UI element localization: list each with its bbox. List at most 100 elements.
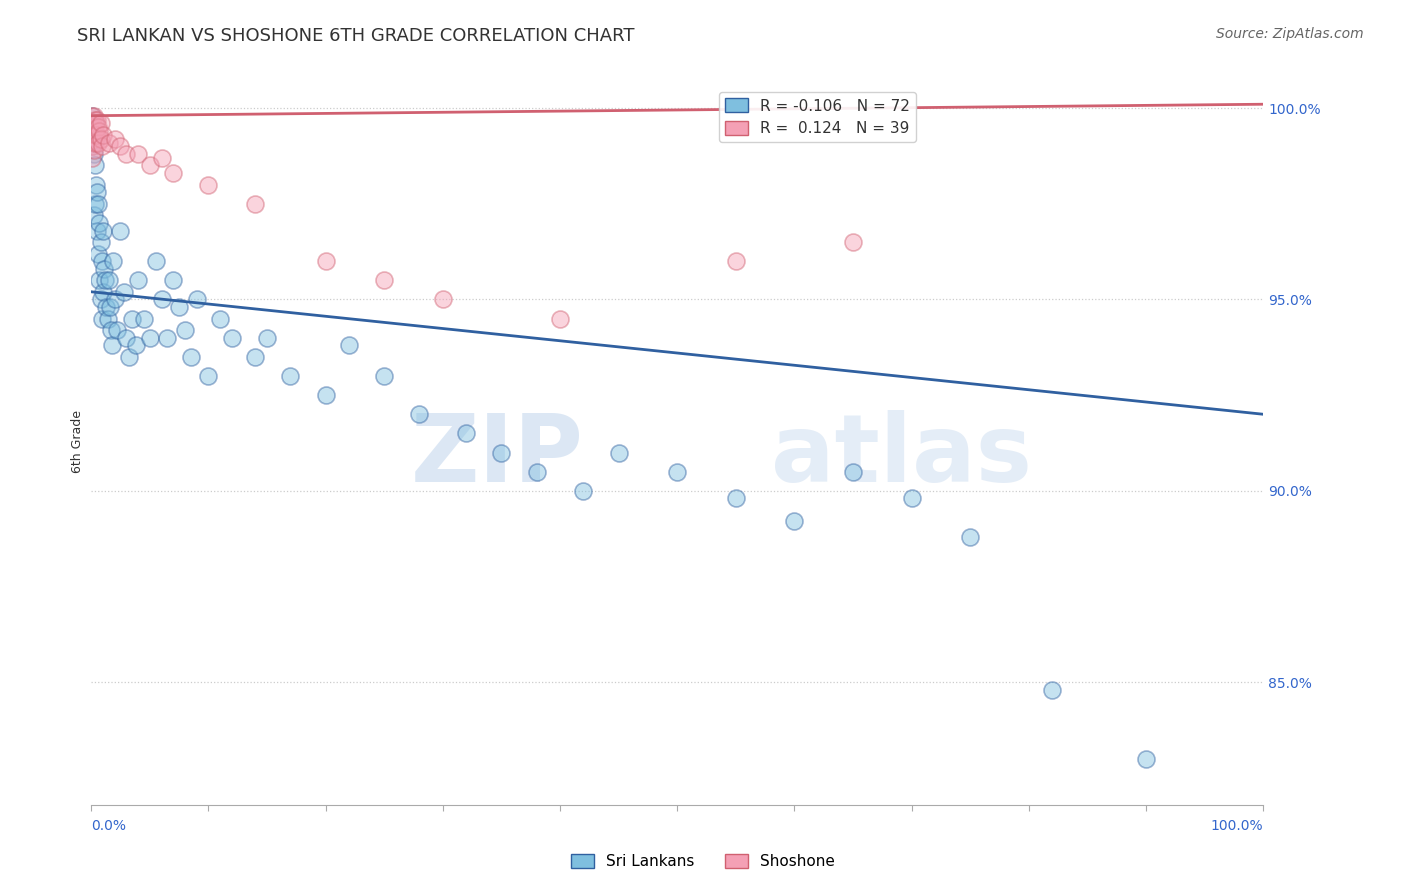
Point bbox=[145, 254, 167, 268]
Point bbox=[607, 445, 630, 459]
Point bbox=[132, 311, 155, 326]
Point bbox=[115, 331, 138, 345]
Point bbox=[724, 254, 747, 268]
Point bbox=[197, 178, 219, 192]
Point bbox=[373, 273, 395, 287]
Point bbox=[842, 465, 865, 479]
Point bbox=[86, 186, 108, 200]
Point bbox=[83, 196, 105, 211]
Point bbox=[337, 338, 360, 352]
Point bbox=[94, 273, 117, 287]
Point bbox=[82, 109, 104, 123]
Point bbox=[315, 388, 337, 402]
Point bbox=[432, 293, 454, 307]
Point bbox=[408, 407, 430, 421]
Point bbox=[83, 116, 105, 130]
Point bbox=[96, 300, 118, 314]
Point bbox=[127, 147, 149, 161]
Point bbox=[86, 112, 108, 127]
Point bbox=[139, 331, 162, 345]
Point bbox=[315, 254, 337, 268]
Point bbox=[83, 124, 105, 138]
Text: 0.0%: 0.0% bbox=[91, 819, 127, 833]
Point bbox=[83, 147, 105, 161]
Point bbox=[87, 136, 110, 150]
Point bbox=[91, 285, 114, 299]
Point bbox=[842, 235, 865, 249]
Point bbox=[82, 116, 104, 130]
Point bbox=[90, 311, 112, 326]
Point bbox=[900, 491, 922, 506]
Point bbox=[87, 120, 110, 135]
Point bbox=[156, 331, 179, 345]
Point bbox=[82, 151, 104, 165]
Point bbox=[221, 331, 243, 345]
Point bbox=[83, 109, 105, 123]
Point bbox=[197, 369, 219, 384]
Point bbox=[280, 369, 302, 384]
Point bbox=[491, 445, 513, 459]
Point bbox=[127, 273, 149, 287]
Point bbox=[256, 331, 278, 345]
Point bbox=[83, 131, 105, 145]
Point bbox=[93, 261, 115, 276]
Text: ZIP: ZIP bbox=[411, 409, 583, 501]
Text: 100.0%: 100.0% bbox=[1211, 819, 1263, 833]
Point bbox=[110, 139, 132, 153]
Point bbox=[118, 350, 141, 364]
Point bbox=[97, 311, 120, 326]
Point bbox=[139, 159, 162, 173]
Point bbox=[1040, 682, 1063, 697]
Point bbox=[783, 515, 806, 529]
Point bbox=[89, 273, 111, 287]
Point bbox=[104, 131, 127, 145]
Point bbox=[82, 128, 104, 142]
Point bbox=[180, 350, 202, 364]
Point bbox=[84, 131, 107, 145]
Point bbox=[112, 285, 135, 299]
Point bbox=[91, 128, 114, 142]
Legend: Sri Lankans, Shoshone: Sri Lankans, Shoshone bbox=[565, 848, 841, 875]
Point bbox=[373, 369, 395, 384]
Point bbox=[82, 109, 104, 123]
Point bbox=[82, 139, 104, 153]
Point bbox=[82, 139, 104, 153]
Point bbox=[90, 293, 112, 307]
Text: SRI LANKAN VS SHOSHONE 6TH GRADE CORRELATION CHART: SRI LANKAN VS SHOSHONE 6TH GRADE CORRELA… bbox=[77, 27, 636, 45]
Point bbox=[245, 350, 267, 364]
Point bbox=[97, 136, 120, 150]
Text: Source: ZipAtlas.com: Source: ZipAtlas.com bbox=[1216, 27, 1364, 41]
Point bbox=[84, 178, 107, 192]
Point bbox=[90, 131, 112, 145]
Point bbox=[125, 338, 148, 352]
Point bbox=[526, 465, 548, 479]
Point bbox=[90, 139, 112, 153]
Point bbox=[83, 208, 105, 222]
Point bbox=[87, 246, 110, 260]
Point bbox=[83, 159, 105, 173]
Point bbox=[121, 311, 143, 326]
Point bbox=[97, 273, 120, 287]
Text: atlas: atlas bbox=[770, 409, 1032, 501]
Point bbox=[162, 273, 184, 287]
Point bbox=[209, 311, 232, 326]
Point bbox=[83, 112, 105, 127]
Point bbox=[724, 491, 747, 506]
Point bbox=[90, 235, 112, 249]
Point bbox=[87, 196, 110, 211]
Point bbox=[162, 166, 184, 180]
Legend: R = -0.106   N = 72, R =  0.124   N = 39: R = -0.106 N = 72, R = 0.124 N = 39 bbox=[720, 93, 917, 143]
Point bbox=[572, 483, 595, 498]
Point bbox=[86, 128, 108, 142]
Point bbox=[167, 300, 190, 314]
Point bbox=[245, 196, 267, 211]
Point bbox=[98, 300, 121, 314]
Point bbox=[83, 136, 105, 150]
Point bbox=[456, 426, 478, 441]
Point bbox=[110, 223, 132, 237]
Point bbox=[100, 323, 122, 337]
Point bbox=[84, 128, 107, 142]
Point bbox=[103, 254, 125, 268]
Point bbox=[174, 323, 197, 337]
Point bbox=[150, 151, 173, 165]
